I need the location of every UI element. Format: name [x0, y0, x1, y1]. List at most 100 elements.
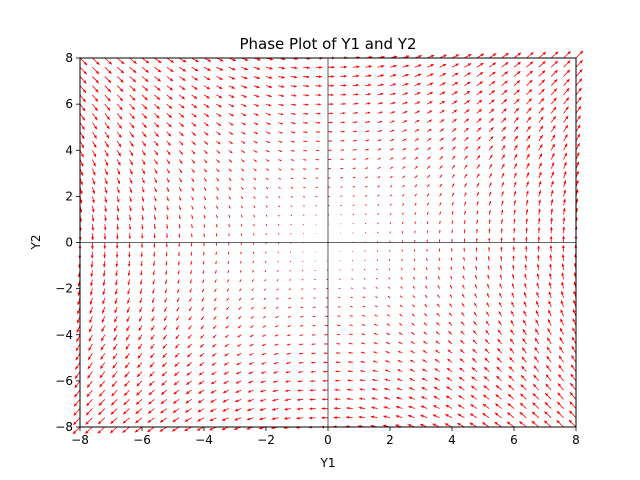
vector-arrow [164, 288, 168, 294]
vector-arrow [79, 94, 86, 103]
vector-arrow [216, 214, 218, 219]
vector-arrow [511, 283, 515, 289]
vector-arrow [216, 159, 220, 163]
vector-arrow [373, 351, 378, 354]
vector-arrow [387, 295, 391, 299]
vector-arrow [265, 112, 272, 116]
vector-arrow [439, 165, 443, 169]
vector-arrow [546, 355, 552, 363]
vector-arrow [290, 149, 295, 152]
vector-arrow [290, 168, 294, 171]
vector-arrow [102, 288, 106, 296]
vector-arrow [520, 374, 527, 382]
vector-arrow [457, 404, 465, 409]
vector-arrow [563, 106, 569, 114]
vector-arrow [310, 370, 316, 373]
vector-arrow [265, 94, 272, 98]
vector-arrow [398, 332, 403, 336]
vector-arrow [264, 269, 267, 273]
vector-arrow [383, 406, 391, 410]
vector-arrow [309, 398, 316, 401]
vector-arrow [513, 80, 521, 86]
vector-arrow [141, 187, 145, 193]
vector-arrow [191, 177, 195, 183]
vector-arrow [154, 103, 160, 110]
vector-arrow [104, 103, 111, 111]
vector-arrow [209, 426, 217, 431]
vector-arrow [175, 343, 180, 349]
vector-arrow [191, 159, 196, 164]
vector-arrow [88, 334, 93, 342]
vector-arrow [303, 84, 310, 88]
vector-arrow [377, 148, 382, 151]
vector-arrow [278, 94, 285, 97]
vector-arrow [459, 349, 465, 354]
vector-arrow [521, 365, 527, 372]
vector-arrow [413, 267, 416, 271]
x-tick-label: 6 [510, 433, 518, 447]
vector-arrow [240, 186, 244, 190]
vector-arrow [240, 242, 242, 245]
vector-arrow [562, 235, 566, 243]
vector-arrow [476, 127, 482, 133]
vector-arrow [186, 380, 192, 386]
vector-arrow [116, 168, 121, 175]
vector-arrow [377, 74, 385, 78]
vector-arrow [241, 66, 249, 71]
vector-arrow [104, 159, 109, 167]
vector-arrow [499, 292, 502, 299]
vector-arrow [486, 302, 490, 308]
vector-arrow [149, 352, 155, 359]
vector-arrow [141, 233, 144, 239]
vector-arrow [438, 257, 440, 262]
vector-arrow [149, 362, 155, 368]
vector-arrow [203, 103, 210, 108]
vector-arrow [116, 57, 125, 65]
vector-arrow [297, 398, 304, 402]
vector-arrow [475, 238, 478, 243]
vector-arrow [464, 164, 468, 169]
vector-arrow [563, 143, 568, 151]
vector-arrow [439, 82, 446, 87]
vector-arrow [177, 279, 180, 284]
vector-arrow [475, 256, 478, 262]
vector-arrow [91, 205, 95, 213]
vector-arrow [499, 283, 502, 289]
vector-arrow [365, 139, 370, 142]
vector-arrow [450, 266, 453, 271]
vector-arrow [476, 210, 479, 215]
vector-arrow [211, 371, 217, 376]
vector-arrow [126, 316, 130, 323]
vector-arrow [89, 297, 93, 305]
vector-arrow [348, 351, 353, 354]
vector-arrow [166, 85, 174, 91]
vector-arrow [303, 121, 308, 124]
vector-arrow [265, 186, 269, 190]
vector-arrow [190, 242, 193, 247]
vector-arrow [129, 103, 136, 111]
vector-arrow [439, 137, 444, 142]
vector-arrow [488, 126, 494, 133]
vector-arrow [340, 74, 347, 78]
vector-arrow [91, 224, 95, 231]
vector-arrow [561, 263, 565, 271]
vector-arrow [385, 341, 391, 345]
vector-arrow [264, 279, 267, 282]
vector-arrow [165, 270, 168, 275]
vector-arrow [451, 127, 457, 133]
vector-arrow [104, 177, 108, 185]
vector-arrow [532, 402, 540, 409]
vector-arrow [340, 121, 346, 124]
vector-arrow [237, 334, 242, 338]
vector-arrow [446, 367, 453, 372]
vector-arrow [228, 149, 233, 154]
vector-arrow [556, 419, 564, 428]
vector-arrow [512, 255, 515, 262]
vector-arrow [414, 184, 418, 188]
vector-arrow [239, 279, 242, 283]
vector-arrow [88, 325, 93, 333]
vector-arrow [338, 297, 341, 299]
vector-arrow [389, 212, 392, 216]
vector-arrow [447, 340, 453, 345]
y-tick: 6 [65, 97, 80, 111]
